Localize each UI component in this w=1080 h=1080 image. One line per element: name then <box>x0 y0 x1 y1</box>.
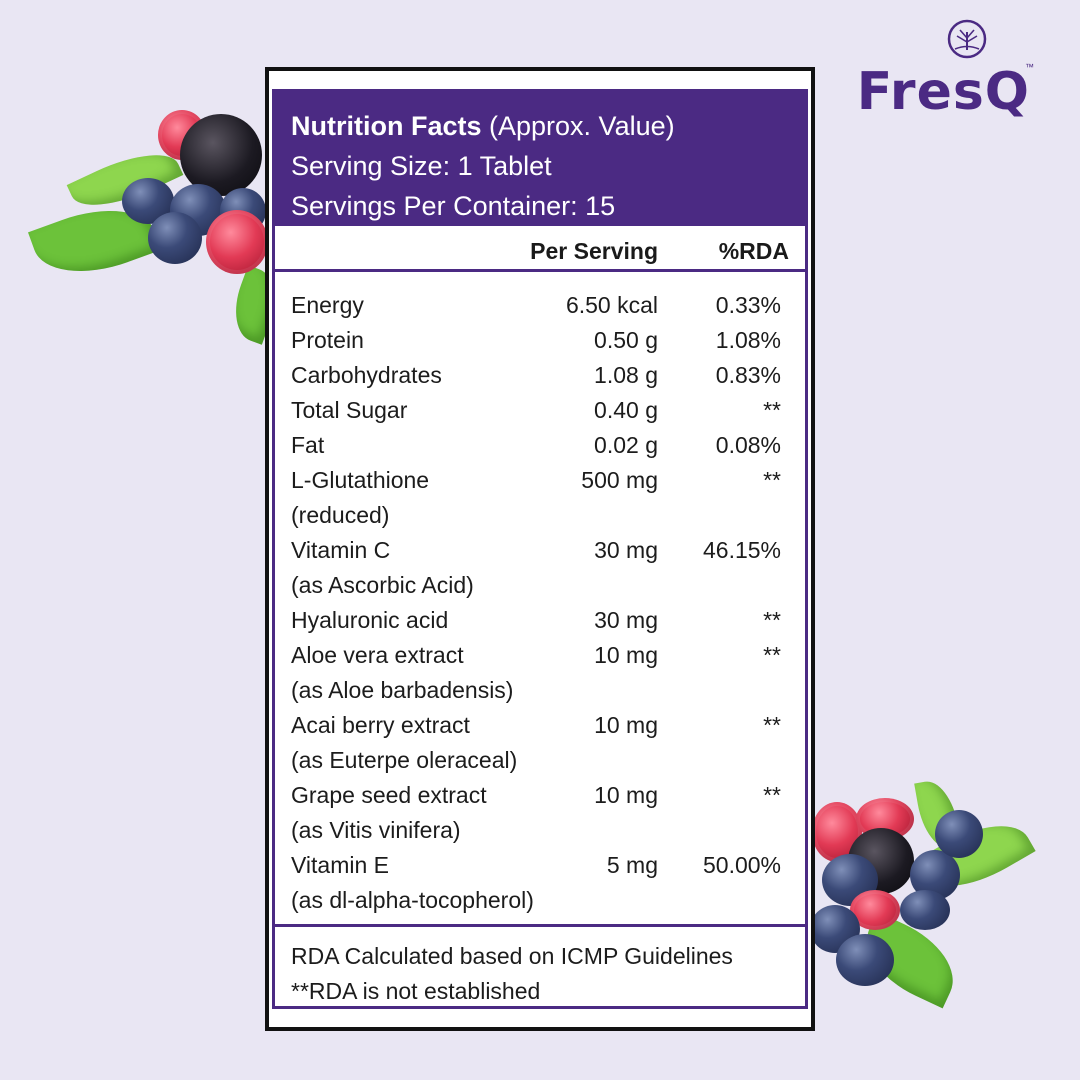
column-rda: %RDA <box>718 238 789 264</box>
nutrient-row: Acai berry extract (as Euterpe oleraceal)… <box>275 708 805 778</box>
nutrient-name: Protein <box>291 327 364 353</box>
nutrient-name: Vitamin C <box>291 537 391 563</box>
panel-header: Nutrition Facts (Approx. Value) Serving … <box>275 92 805 226</box>
nutrient-rda: 0.33% <box>715 292 781 318</box>
nutrient-rda: ** <box>763 607 781 633</box>
nutrient-per-serving: 0.02 g <box>594 432 658 458</box>
panel-title-line: Nutrition Facts (Approx. Value) <box>291 106 805 146</box>
footnotes: RDA Calculated based on ICMP Guidelines … <box>275 924 805 1014</box>
nutrient-per-serving: 10 mg <box>594 642 658 668</box>
nutrient-row: L-Glutathione (reduced) 500 mg ** <box>275 463 805 533</box>
nutrient-per-serving: 10 mg <box>594 782 658 808</box>
nutrient-rda: 46.15% <box>702 537 781 563</box>
nutrient-name: L-Glutathione <box>291 467 430 493</box>
column-per-serving: Per Serving <box>530 238 658 264</box>
panel-title-note: (Approx. Value) <box>481 111 675 141</box>
nutrient-name: Total Sugar <box>291 397 408 423</box>
nutrient-per-serving: 10 mg <box>594 712 658 738</box>
nutrient-row: Protein 0.50 g 1.08% <box>275 323 805 358</box>
nutrient-name: Vitamin E <box>291 852 390 878</box>
nutrient-row: Vitamin E (as dl-alpha-tocopherol) 5 mg 50.… <box>275 848 805 918</box>
serving-size: Serving Size: 1 Tablet <box>291 151 552 181</box>
nutrient-name: Carbohydrates <box>291 362 442 388</box>
nutrient-name: Hyaluronic acid <box>291 607 449 633</box>
footnote-rda-basis: RDA Calculated based on ICMP Guidelines <box>291 943 733 969</box>
footnote-rda-not-established: **RDA is not established <box>291 978 541 1004</box>
nutrient-per-serving: 30 mg <box>594 607 658 633</box>
nutrient-per-serving: 30 mg <box>594 537 658 563</box>
nutrient-name: Grape seed extract <box>291 782 487 808</box>
nutrient-row: Total Sugar 0.40 g ** <box>275 393 805 428</box>
nutrient-name: Acai berry extract <box>291 712 470 738</box>
nutrient-rda: ** <box>763 467 781 493</box>
nutrient-per-serving: 5 mg <box>606 852 658 878</box>
brand-name: FresQ <box>856 62 1030 122</box>
nutrition-facts-frame: Nutrition Facts (Approx. Value) Serving … <box>272 89 808 1009</box>
brand-logo: FresQ ™ <box>857 18 1054 122</box>
berries-bottom-right <box>800 777 1060 1020</box>
nutrient-name: Fat <box>291 432 325 458</box>
nutrient-name: Energy <box>291 292 364 318</box>
nutrient-row: Fat 0.02 g 0.08% <box>275 428 805 463</box>
berries-top-left <box>28 100 286 345</box>
nutrient-source: (reduced) <box>291 502 390 528</box>
nutrient-per-serving: 1.08 g <box>594 362 658 388</box>
nutrient-rda: ** <box>763 782 781 808</box>
nutrition-facts-panel: Nutrition Facts (Approx. Value) Serving … <box>265 67 815 1031</box>
nutrient-rda: 0.83% <box>715 362 781 388</box>
nutrient-source: (as Vitis vinifera) <box>291 817 461 843</box>
nutrient-per-serving: 6.50 kcal <box>565 292 658 318</box>
nutrient-rows: Energy 6.50 kcal 0.33% Protein 0.50 g 1.08% Ca… <box>275 288 805 918</box>
trademark-mark: ™ <box>1025 62 1034 72</box>
nutrient-per-serving: 0.40 g <box>594 397 658 423</box>
nutrient-source: (as dl-alpha-tocopherol) <box>291 887 534 913</box>
nutrient-rda: 1.08% <box>715 327 781 353</box>
nutrient-rda: 0.08% <box>715 432 781 458</box>
nutrient-source: (as Ascorbic Acid) <box>291 572 474 598</box>
nutrient-rda: ** <box>763 642 781 668</box>
nutrient-name: Aloe vera extract <box>291 642 464 668</box>
panel-title: Nutrition Facts <box>291 111 482 141</box>
nutrient-row: Hyaluronic acid 30 mg ** <box>275 603 805 638</box>
nutrient-rda: 50.00% <box>702 852 781 878</box>
nutrient-per-serving: 0.50 g <box>594 327 658 353</box>
nutrient-row: Vitamin C (as Ascorbic Acid) 30 mg 46.15% <box>275 533 805 603</box>
nutrient-rda: ** <box>763 397 781 423</box>
nutrient-per-serving: 500 mg <box>581 467 658 493</box>
nutrient-row: Aloe vera extract (as Aloe barbadensis) 10… <box>275 638 805 708</box>
tree-in-circle-icon <box>946 18 988 60</box>
nutrient-source: (as Euterpe oleraceal) <box>291 747 518 773</box>
servings-per-container: Servings Per Container: 15 <box>291 191 616 221</box>
nutrient-row: Energy 6.50 kcal 0.33% <box>275 288 805 323</box>
nutrient-source: (as Aloe barbadensis) <box>291 677 514 703</box>
nutrient-row: Carbohydrates 1.08 g 0.83% <box>275 358 805 393</box>
column-header-row: Per Serving %RDA <box>275 226 805 272</box>
nutrient-row: Grape seed extract (as Vitis vinifera) 10 … <box>275 778 805 848</box>
nutrient-rda: ** <box>763 712 781 738</box>
